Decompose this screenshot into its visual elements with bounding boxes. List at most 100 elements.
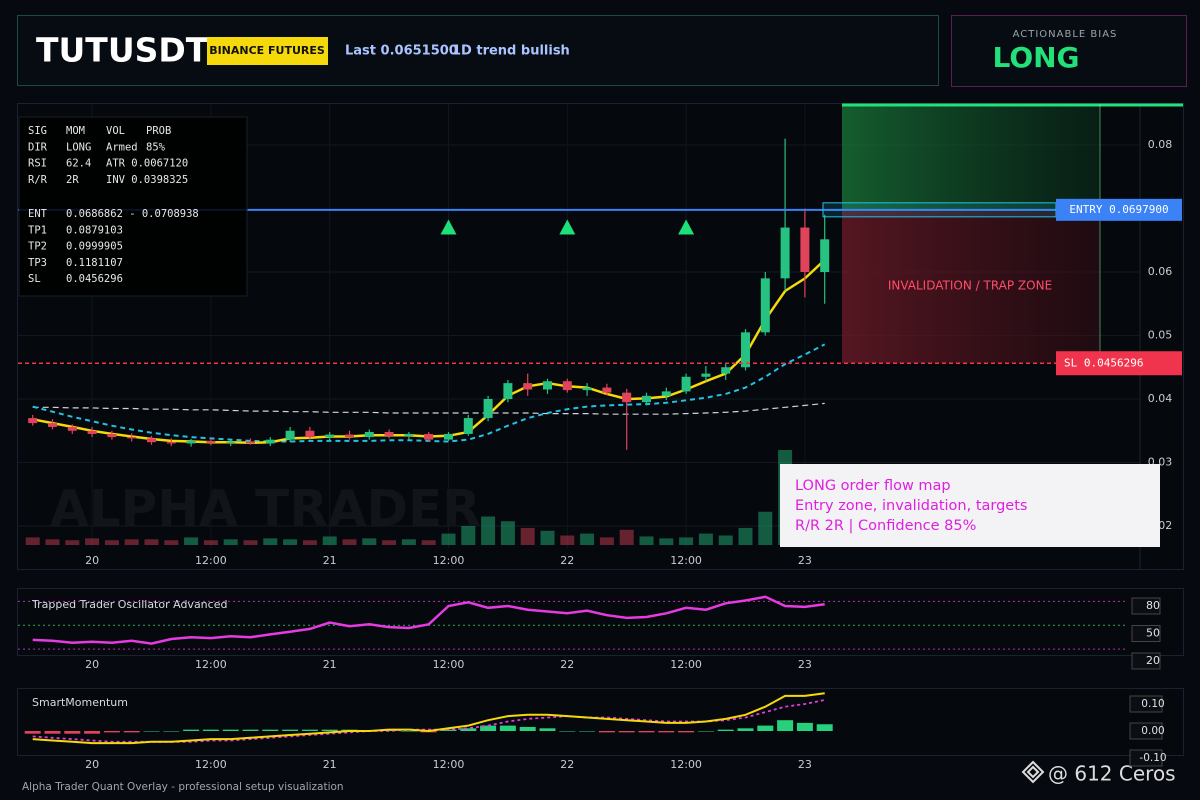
histogram-bar [44, 731, 61, 734]
volume-bar [718, 535, 733, 545]
x-tick-label: 12:00 [670, 554, 702, 567]
entry-label: ENTRY 0.0697900 [1069, 203, 1168, 216]
volume-bar [223, 539, 238, 545]
candle-body [127, 437, 137, 439]
entry-zone [822, 202, 1057, 218]
volume-bar [758, 511, 773, 545]
candle-body [543, 381, 552, 390]
volume-bar [461, 526, 476, 545]
volume-bar [124, 539, 139, 545]
histogram-bar [321, 729, 338, 731]
annotation-box [780, 464, 1160, 547]
histogram-bar [539, 728, 556, 731]
histogram-bar [658, 731, 675, 733]
candle-body [701, 373, 711, 377]
candle-body [147, 438, 156, 443]
candle-body [642, 395, 651, 403]
histogram-bar [480, 725, 497, 731]
candle-body [404, 433, 414, 436]
info-cell: RSI [28, 158, 47, 170]
y-tick-label: 0.06 [1148, 265, 1173, 278]
candle-body [661, 391, 671, 396]
panel-title: Trapped Trader Oscillator Advanced [31, 598, 227, 611]
volume-bar [85, 538, 100, 545]
x-tick-label: 12:00 [670, 758, 702, 771]
histogram-bar [64, 731, 81, 734]
info-cell: 0.0999905 [66, 241, 123, 253]
x-tick-label: 20 [85, 554, 99, 567]
tick-box [1129, 722, 1163, 740]
histogram-bar [579, 731, 596, 732]
y-tick-label: 0.04 [1148, 392, 1173, 405]
tick-box [1131, 625, 1161, 642]
info-cell: SIG [28, 125, 47, 137]
y-tick-label: 0.08 [1148, 138, 1173, 151]
annotation-line: Entry zone, invalidation, targets [795, 498, 1027, 514]
info-cell: DIR [28, 141, 48, 153]
volume-bar [45, 539, 60, 545]
candle-body [503, 383, 513, 399]
candle-body [463, 418, 473, 434]
x-tick-label: 12:00 [433, 554, 465, 567]
x-tick-label: 12:00 [433, 758, 465, 771]
candle-body [28, 418, 38, 424]
x-tick-label: 21 [323, 554, 337, 567]
histogram-bar [242, 729, 259, 731]
mom-panel [17, 688, 1184, 756]
osc-panel [17, 588, 1184, 656]
candle-body [800, 227, 810, 272]
candle-body [741, 332, 750, 368]
histogram-bar [163, 731, 180, 732]
tick-box [1131, 652, 1161, 670]
x-tick-label: 12:00 [433, 658, 465, 671]
volume-bar [679, 537, 694, 545]
histogram-bar [222, 729, 239, 731]
info-panel [18, 116, 248, 297]
info-cell: 0.1181107 [66, 257, 123, 269]
info-cell: ATR 0.0067120 [106, 158, 188, 170]
annotation-line: R/R 2R | Confidence 85% [795, 518, 976, 534]
histogram-bar [559, 731, 576, 732]
bias-box [951, 15, 1187, 87]
histogram-bar [598, 731, 615, 733]
histogram-bar [757, 725, 774, 731]
candle-body [562, 381, 572, 391]
histogram-bar [697, 731, 714, 732]
info-cell: TP1 [28, 224, 47, 236]
signal-marker [440, 219, 457, 235]
x-tick-label: 23 [798, 658, 812, 671]
volume-bar [580, 533, 595, 545]
trap-zone [842, 209, 1100, 364]
info-text: SIG MOM VOL PROB DIR LONG Armed 85% RSI 62.4 ATR 0… [28, 125, 199, 285]
info-cell: TP3 [28, 257, 47, 269]
candle-body [820, 239, 830, 272]
volume-bar [184, 537, 199, 545]
candle-body [265, 439, 275, 444]
y-tick-label: 0.10 [1141, 698, 1164, 710]
candle-body [523, 383, 533, 390]
volume-bar [738, 527, 753, 545]
candle-body [483, 399, 493, 419]
tick-box [1131, 597, 1161, 615]
volume-bar [441, 533, 456, 545]
candle-body [186, 440, 196, 444]
chart-watermark: ALPHA TRADER [50, 480, 481, 538]
volume-bar [283, 539, 298, 545]
candle-body [226, 441, 236, 443]
x-tick-label: 12:00 [195, 758, 227, 771]
y-tick-label: 20 [1146, 654, 1160, 667]
tick-box [1129, 695, 1163, 713]
volume-bar [659, 538, 674, 545]
histogram-bar [24, 731, 41, 734]
histogram-bar [103, 731, 120, 733]
histogram-bar [816, 724, 833, 731]
bias-label: ACTIONABLE BIAS [1013, 29, 1118, 40]
info-cell: Armed [106, 141, 138, 153]
info-cell: 0.0456296 [66, 273, 123, 285]
y-tick-label: 0.05 [1148, 329, 1173, 342]
volume-bar [104, 540, 119, 545]
x-tick-label: 21 [323, 658, 337, 671]
trend: 1D trend bullish [452, 44, 570, 59]
volume-bar [65, 540, 80, 545]
